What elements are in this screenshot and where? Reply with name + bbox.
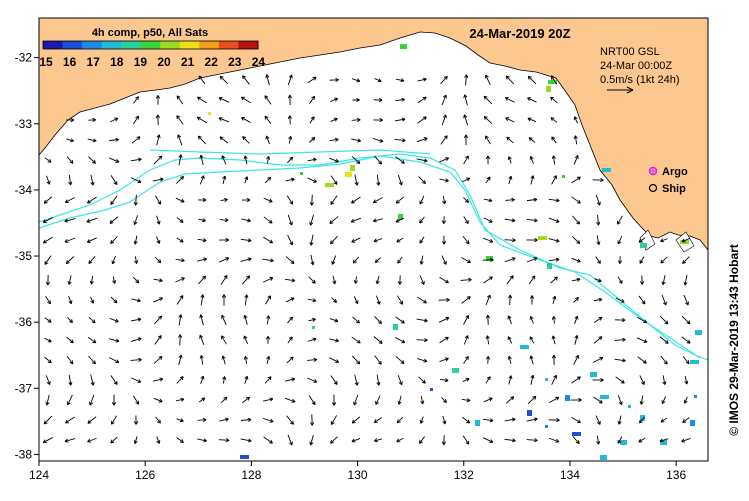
x-tick-label: 126 (135, 468, 155, 482)
colorbar-swatch (180, 41, 200, 49)
colorbar-swatch (160, 41, 180, 49)
current-time: 24-Mar 00:00Z (600, 60, 672, 72)
colorbar-tick-label: 22 (205, 55, 219, 69)
y-tick-label: -36 (15, 315, 33, 329)
colorbar-title: 4h comp, p50, All Sats (92, 27, 208, 39)
sst-pixel (620, 440, 627, 445)
colorbar-tick-label: 15 (39, 55, 53, 69)
colorbar-swatch (141, 41, 161, 49)
y-tick-label: -33 (15, 117, 33, 131)
sst-pixel (547, 263, 552, 269)
legend-ship-label: Ship (662, 183, 686, 195)
x-tick-label: 132 (454, 468, 474, 482)
sst-pixel (300, 172, 303, 175)
sst-pixel (695, 330, 702, 335)
colorbar-swatch (43, 41, 63, 49)
colorbar-swatch (82, 41, 102, 49)
current-label: NRT00 GSL (600, 46, 660, 58)
sst-pixel (350, 165, 355, 171)
colorbar-swatch (219, 41, 239, 49)
colorbar-tick-label: 19 (134, 55, 148, 69)
y-tick-label: -38 (15, 447, 33, 461)
sst-pixel (600, 395, 609, 399)
y-tick-label: -32 (15, 51, 33, 65)
colorbar-swatch (238, 41, 258, 49)
sst-pixel (562, 175, 565, 178)
sst-pixel (208, 112, 211, 115)
sst-pixel (546, 86, 551, 92)
x-tick-label: 136 (666, 468, 686, 482)
sst-pixel (565, 395, 570, 401)
colorbar-tick-label: 24 (252, 55, 266, 69)
sst-pixel (452, 368, 459, 373)
colorbar-tick-label: 16 (63, 55, 77, 69)
sst-pixel (520, 345, 529, 349)
colorbar-tick-label: 21 (181, 55, 195, 69)
sst-pixel (325, 183, 334, 187)
sst-pixel (400, 44, 407, 49)
sst-pixel (694, 395, 697, 398)
credit-text: © IMOS 29-Mar-2019 13:43 Hobart (727, 244, 741, 436)
y-tick-label: -34 (15, 183, 33, 197)
sst-pixel (690, 360, 699, 364)
y-axis: -32 -33 -34 -35 -36 -37 -38 (15, 51, 39, 462)
x-tick-label: 134 (560, 468, 580, 482)
sst-pixel (475, 420, 480, 426)
colorbar-tick-label: 20 (157, 55, 171, 69)
sst-pixel (430, 388, 433, 391)
colorbar-tick-label: 23 (228, 55, 242, 69)
colorbar-tick-label: 18 (110, 55, 124, 69)
sst-pixel (393, 324, 398, 330)
colorbar-swatch (121, 41, 141, 49)
sst-pixel (572, 432, 581, 436)
sst-pixel (640, 243, 647, 248)
sst-pixel (600, 455, 607, 460)
sst-pixel (602, 168, 611, 172)
x-tick-label: 130 (348, 468, 368, 482)
x-tick-label: 128 (241, 468, 261, 482)
y-tick-label: -37 (15, 381, 33, 395)
sst-pixel (240, 455, 249, 459)
colorbar-swatch (63, 41, 83, 49)
x-tick-label: 124 (29, 468, 49, 482)
legend-argo-label: Argo (662, 166, 688, 178)
map-title: 24-Mar-2019 20Z (469, 26, 570, 41)
sst-pixel (538, 236, 547, 240)
colorbar-tick-label: 17 (87, 55, 101, 69)
sst-pixel (345, 172, 352, 177)
current-scale: 0.5m/s (1kt 24h) (600, 74, 679, 86)
sst-pixel (690, 420, 695, 426)
sst-pixel (312, 326, 315, 329)
sst-pixel (590, 372, 597, 377)
sst-pixel (545, 425, 548, 428)
sst-pixel (545, 378, 548, 381)
sst-pixel (628, 405, 631, 408)
y-tick-label: -35 (15, 249, 33, 263)
colorbar-swatch (199, 41, 219, 49)
x-axis: 124 126 128 130 132 134 136 (29, 461, 686, 482)
sst-pixel (527, 410, 532, 416)
colorbar-swatch (102, 41, 122, 49)
